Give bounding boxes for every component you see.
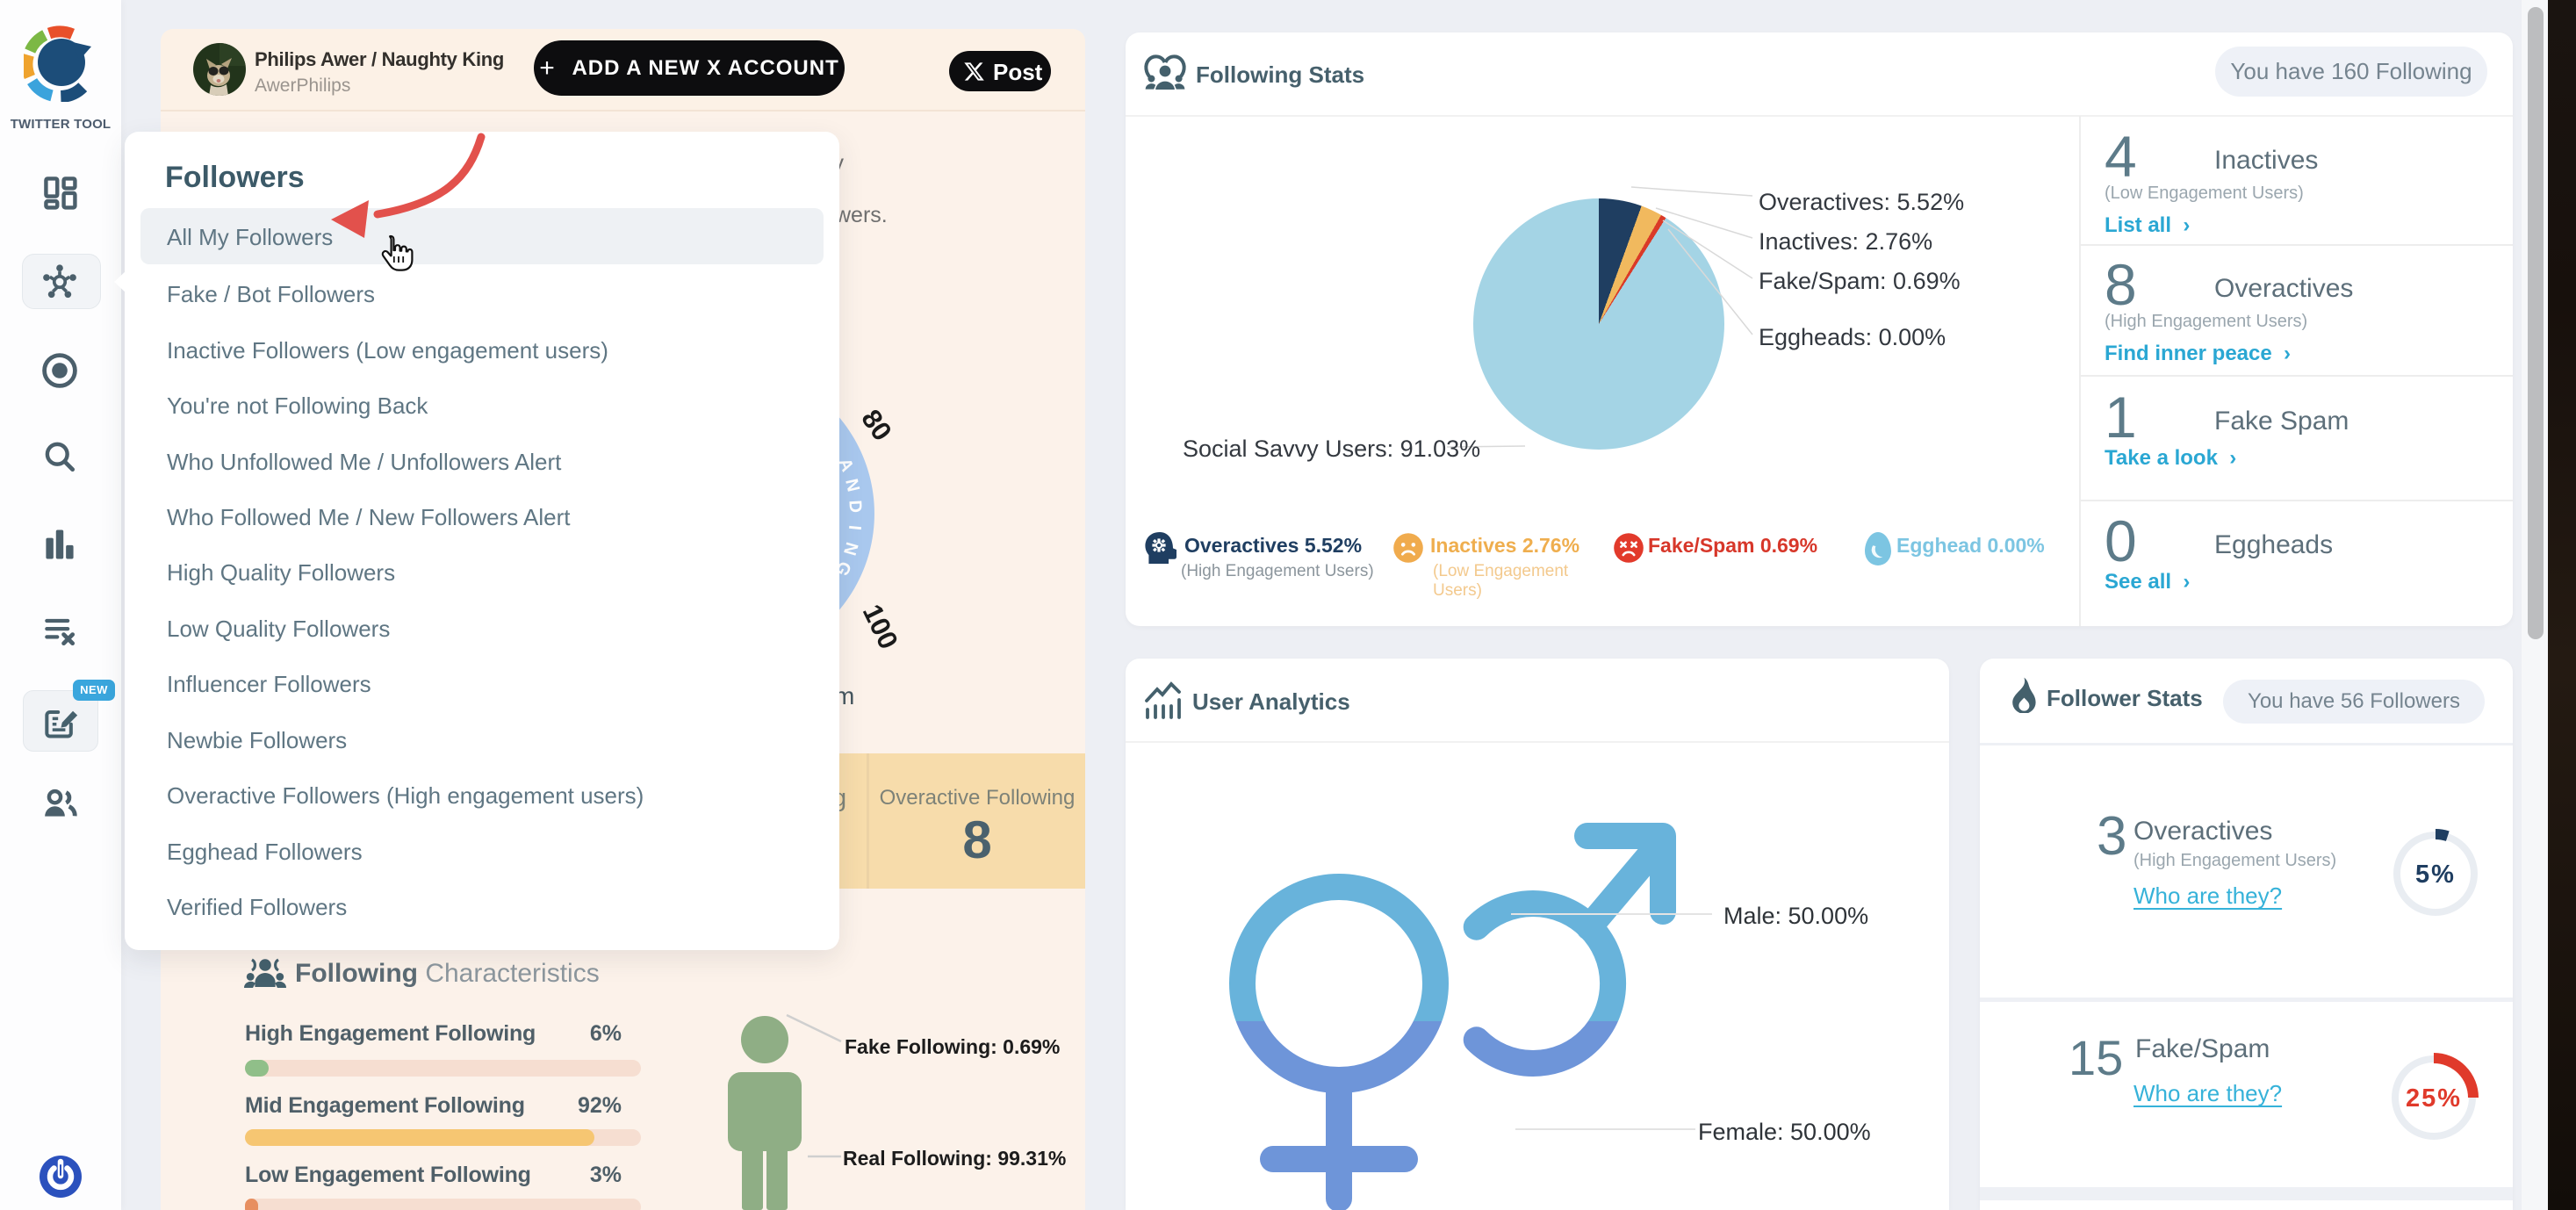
svg-text:80: 80 [855, 404, 897, 446]
svg-text:D: D [845, 500, 865, 514]
svg-text:I: I [845, 524, 864, 531]
svg-text:25%: 25% [2406, 1084, 2462, 1113]
svg-text:100: 100 [857, 600, 904, 654]
svg-text:N: N [839, 540, 861, 558]
svg-text:N: N [841, 477, 863, 493]
svg-text:5%: 5% [2415, 861, 2456, 889]
